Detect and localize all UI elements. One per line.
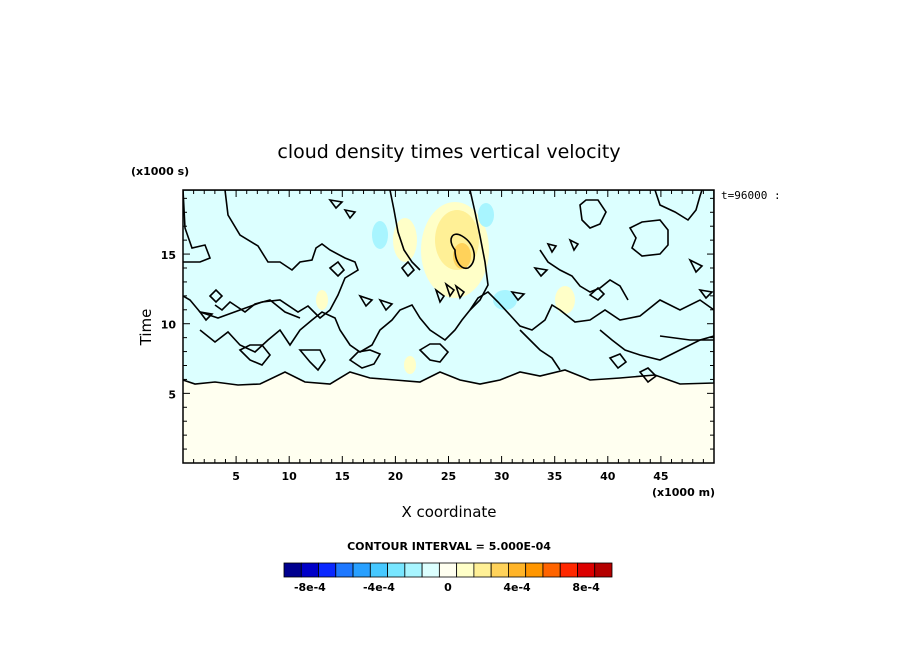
colorbar-swatch [335, 562, 354, 578]
colorbar-swatch [369, 562, 388, 578]
positive-patch [555, 286, 575, 314]
y-units-label: (x1000 s) [131, 165, 189, 178]
positive-patch [404, 356, 416, 374]
colorbar-level-label: 4e-4 [503, 581, 531, 594]
colorbar-level-label: -4e-4 [363, 581, 395, 594]
colorbar-swatch [421, 562, 440, 578]
y-tick-label: 10 [161, 319, 177, 332]
colorbar-swatch [525, 562, 544, 578]
colorbar-level-label: 8e-4 [572, 581, 600, 594]
x-axis-label: X coordinate [401, 503, 496, 521]
x-units-label: (x1000 m) [652, 486, 715, 499]
colorbar-level-label: 0 [444, 581, 452, 594]
y-tick-label: 15 [161, 249, 176, 262]
chart-title: cloud density times vertical velocity [277, 141, 620, 163]
downdraft-patch [372, 221, 388, 249]
downdraft-patch [493, 290, 517, 310]
downdraft-patch [478, 203, 494, 227]
colorbar-swatch [473, 562, 492, 578]
x-tick-label: 25 [441, 470, 456, 483]
colorbar-swatch [404, 562, 423, 578]
axis-ticks [183, 190, 714, 463]
colorbar-swatch [283, 562, 302, 578]
colorbar-swatch [490, 562, 509, 578]
x-tick-label: 40 [600, 470, 616, 483]
y-tick-label: 5 [168, 388, 176, 401]
colorbar-swatch [542, 562, 561, 578]
time-stamp: t=96000 : [721, 189, 781, 202]
x-tick-label: 45 [653, 470, 668, 483]
x-tick-label: 20 [388, 470, 404, 483]
contour-lines [183, 190, 714, 386]
x-tick-label: 5 [232, 470, 240, 483]
y-tick-labels: 5 10 15 [161, 249, 177, 401]
y-axis-label: Time [137, 309, 155, 347]
positive-patch [316, 290, 328, 310]
x-tick-label: 10 [282, 470, 298, 483]
x-tick-label: 15 [335, 470, 350, 483]
colorbar-labels: -8e-4 -4e-4 0 4e-4 8e-4 [294, 581, 600, 594]
x-tick-label: 35 [547, 470, 562, 483]
colorbar-swatch [318, 562, 337, 578]
colorbar-swatch [508, 562, 527, 578]
contour-interval-label: CONTOUR INTERVAL = 5.000E-04 [347, 540, 551, 553]
colorbar-swatch [387, 562, 406, 578]
colorbar-swatch [438, 562, 458, 578]
colorbar-swatch [577, 562, 596, 578]
colorbar-swatch [456, 562, 475, 578]
left-lobe [393, 218, 417, 262]
colorbar-swatch [594, 562, 613, 578]
colorbar-swatch [300, 562, 319, 578]
colorbar-swatch [352, 562, 371, 578]
x-tick-labels: 5 10 15 20 25 30 35 40 45 [232, 470, 668, 483]
colorbar [283, 562, 613, 578]
colorbar-swatch [559, 562, 578, 578]
colorbar-level-label: -8e-4 [294, 581, 326, 594]
x-tick-label: 30 [494, 470, 510, 483]
